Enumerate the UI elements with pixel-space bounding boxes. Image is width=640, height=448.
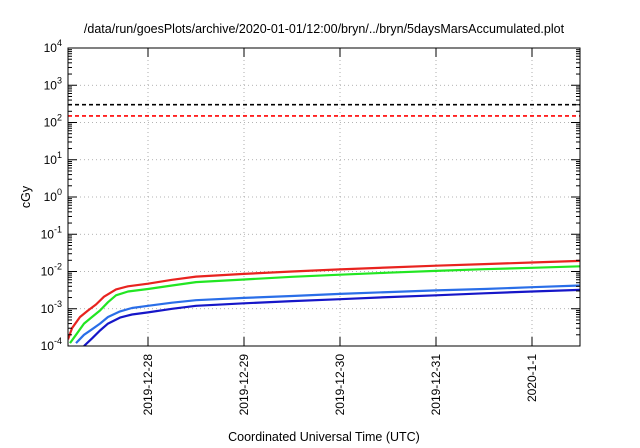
y-tick-label: 10-2 [41,262,62,279]
x-tick-label: 2019-12-31 [429,354,443,416]
grid [68,48,580,346]
y-tick-label: 102 [44,113,62,130]
y-axis: 10-4 10-3 10-2 10-1 100 101 102 103 104 [41,38,580,353]
x-tick-label: 2019-12-30 [333,354,347,416]
series-line [75,284,580,344]
y-tick-label: 100 [44,187,62,204]
x-axis-label: Coordinated Universal Time (UTC) [228,430,420,444]
series-line [68,259,580,340]
y-tick-label: 104 [44,38,62,55]
chart-title: /data/run/goesPlots/archive/2020-01-01/1… [84,22,565,36]
x-tick-label: 2020-1-1 [525,354,539,402]
y-tick-label: 101 [44,150,62,167]
series-line [83,288,580,346]
y-tick-label: 10-4 [41,336,62,353]
y-tick-label: 103 [44,75,62,92]
series-line [69,265,580,344]
x-tick-label: 2019-12-28 [141,354,155,416]
y-tick-label: 10-3 [41,299,62,316]
reference-lines [68,103,580,117]
plot-series [68,259,580,346]
x-axis: 2019-12-28 2019-12-29 2019-12-30 2019-12-31… [141,48,539,415]
y-axis-label: cGy [19,185,33,208]
x-tick-label: 2019-12-29 [237,354,251,416]
y-tick-label: 10-1 [41,224,62,241]
